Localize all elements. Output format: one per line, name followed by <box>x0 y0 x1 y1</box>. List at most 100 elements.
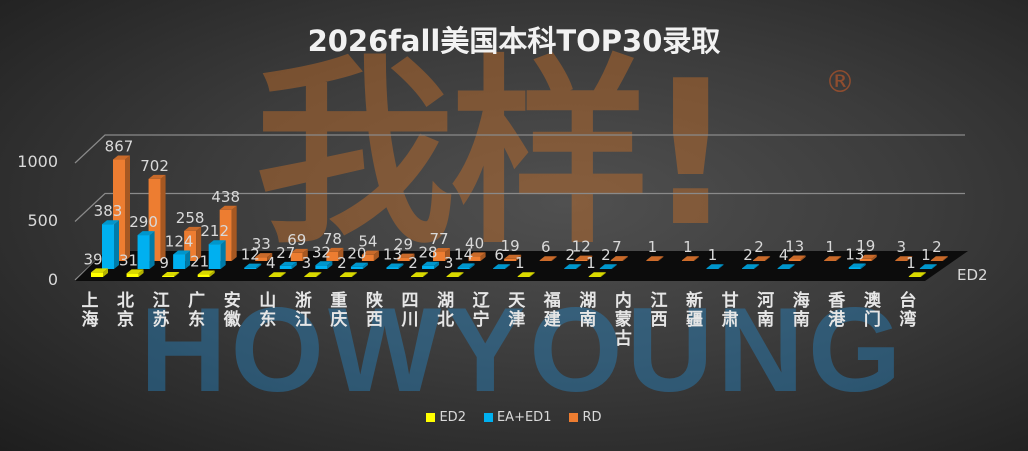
data-label: 7 <box>612 238 622 256</box>
bar-side <box>114 220 119 269</box>
data-label: 77 <box>429 230 448 248</box>
bar-front <box>326 251 339 261</box>
data-label: 4 <box>779 246 789 264</box>
bar-top <box>564 264 582 269</box>
category-label: 辽宁 <box>472 291 490 330</box>
bar-front <box>575 259 588 261</box>
data-label: 39 <box>83 250 102 268</box>
bar-ea-ed1: 1 <box>919 246 937 269</box>
data-label: 19 <box>856 237 875 255</box>
bar-ea-ed1: 124 <box>165 232 194 269</box>
data-label: 19 <box>501 237 520 255</box>
bar-front <box>564 268 577 269</box>
bar-side <box>920 272 926 277</box>
data-label: 6 <box>494 246 504 264</box>
data-label: 3 <box>897 238 907 256</box>
bar-ea-ed1: 4 <box>777 246 795 269</box>
bar-top <box>304 272 322 277</box>
data-label: 1 <box>825 238 835 256</box>
bar-front <box>919 268 932 269</box>
y-tick-label: 0 <box>47 270 58 289</box>
bar-front <box>290 252 303 261</box>
bar-front <box>279 265 292 269</box>
bar-side <box>125 155 130 261</box>
legend: ED2 EA+ED1 RD <box>0 410 1028 425</box>
bar-top <box>91 268 108 273</box>
bar-front <box>397 257 410 261</box>
bar-front <box>777 268 790 269</box>
bar-ea-ed1: 1 <box>706 246 724 269</box>
bar-top <box>339 272 357 277</box>
bar-rd: 258 <box>176 209 204 261</box>
legend-item-ea-ed1[interactable]: EA+ED1 <box>483 410 551 425</box>
data-label: 13 <box>785 237 804 255</box>
bar-rd: 29 <box>394 236 415 261</box>
data-label: 27 <box>276 244 295 262</box>
bar-top <box>148 174 166 179</box>
bar-top <box>753 256 771 261</box>
category-label: 香港 <box>828 291 846 330</box>
bar-top <box>162 271 180 276</box>
bar-front <box>268 276 281 277</box>
data-label: 2 <box>337 254 347 272</box>
bar-ea-ed1: 28 <box>418 244 440 269</box>
bar-ed2: 1 <box>586 254 606 277</box>
bar-top <box>468 252 486 257</box>
bar-side <box>942 256 948 261</box>
bar-rd: 1 <box>681 238 699 261</box>
bar-front <box>411 276 424 277</box>
bar-top <box>646 256 664 261</box>
bar-front <box>539 260 552 261</box>
legend-item-ed2[interactable]: ED2 <box>426 410 466 425</box>
bar-side <box>291 261 297 269</box>
data-label: 702 <box>140 157 169 175</box>
bar-rd: 12 <box>572 238 593 261</box>
bar-ed2: 3 <box>302 254 322 277</box>
bar-side <box>505 264 511 269</box>
bar-front <box>126 273 139 277</box>
bar-ea-ed1: 2 <box>742 246 760 269</box>
bar-ed2: 21 <box>190 253 215 277</box>
bar-top <box>930 256 948 261</box>
bar-rd: 40 <box>465 234 486 261</box>
data-label: 12 <box>241 246 260 264</box>
bar-side <box>302 248 308 261</box>
bar-side <box>351 272 357 277</box>
category-label: 河南 <box>757 291 775 330</box>
bar-side <box>576 264 582 269</box>
bar-front <box>208 244 221 269</box>
legend-swatch <box>426 413 436 422</box>
data-label: 31 <box>119 251 138 269</box>
bar-ed2: 1 <box>906 254 926 277</box>
bar-side <box>611 264 617 269</box>
data-label: 124 <box>165 232 194 250</box>
bar-rd: 438 <box>211 188 240 261</box>
bar-front <box>824 260 837 261</box>
data-label: 3 <box>444 254 454 272</box>
data-label: 1 <box>708 246 718 264</box>
data-label: 9 <box>159 254 169 272</box>
bar-top <box>219 205 237 210</box>
bar-ed2: 39 <box>83 250 108 277</box>
bar-front <box>588 276 601 277</box>
bar-ed2: 1 <box>515 254 535 277</box>
bar-side <box>587 255 593 261</box>
data-label: 2 <box>932 238 942 256</box>
data-label: 383 <box>94 202 123 220</box>
bar-top <box>539 256 557 261</box>
bar-rd: 19 <box>856 237 877 261</box>
data-label: 1 <box>906 254 916 272</box>
gridline <box>74 192 965 222</box>
category-label: 新疆 <box>686 291 704 330</box>
legend-item-rd[interactable]: RD <box>569 410 602 425</box>
data-label: 4 <box>266 254 276 272</box>
bar-top <box>588 272 606 277</box>
bar-top <box>610 256 628 261</box>
bar-front <box>446 276 459 277</box>
watermark-text: HOWYOUNG <box>140 283 906 417</box>
bar-side <box>800 255 806 261</box>
bar-side <box>138 269 144 277</box>
bar-front <box>599 268 612 269</box>
bar-side <box>209 270 215 277</box>
bar-top <box>742 264 760 269</box>
